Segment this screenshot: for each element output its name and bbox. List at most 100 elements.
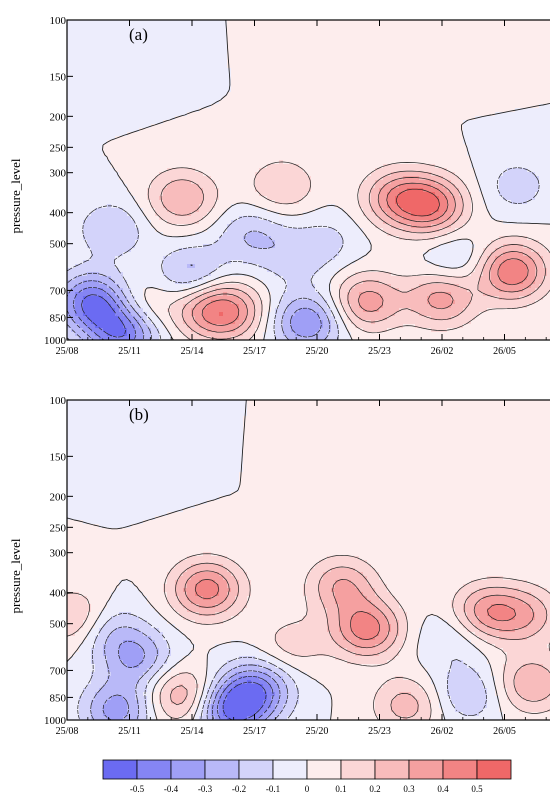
field-cell xyxy=(363,36,368,41)
field-cell xyxy=(91,136,96,141)
field-cell xyxy=(283,120,288,125)
field-cell xyxy=(387,28,392,33)
field-cell xyxy=(519,64,524,69)
field-cell xyxy=(155,24,160,29)
field-cell xyxy=(355,28,360,33)
field-cell xyxy=(71,100,76,105)
field-cell xyxy=(387,44,392,49)
field-cell xyxy=(115,168,120,173)
field-cell xyxy=(459,140,464,145)
field-cell xyxy=(291,84,296,89)
field-cell xyxy=(463,172,468,177)
field-cell xyxy=(139,148,144,153)
field-cell xyxy=(115,92,120,97)
field-cell xyxy=(303,160,308,165)
field-cell xyxy=(407,128,412,133)
field-cell xyxy=(387,56,392,61)
field-cell xyxy=(311,108,316,113)
field-cell xyxy=(431,112,436,117)
field-cell xyxy=(267,80,272,85)
field-cell xyxy=(67,60,72,65)
field-cell xyxy=(283,28,288,33)
field-cell xyxy=(359,128,364,133)
field-cell xyxy=(371,64,376,69)
field-cell xyxy=(123,112,128,117)
field-cell xyxy=(163,28,168,33)
field-cell xyxy=(79,52,84,57)
field-cell xyxy=(271,160,276,165)
field-cell xyxy=(151,72,156,77)
field-cell xyxy=(511,172,516,177)
field-cell xyxy=(211,148,216,153)
field-cell xyxy=(271,40,276,45)
field-cell xyxy=(287,32,292,37)
field-cell xyxy=(331,128,336,133)
field-cell xyxy=(387,60,392,65)
field-cell xyxy=(511,124,516,129)
field-cell xyxy=(131,120,136,125)
field-cell xyxy=(399,156,404,161)
field-cell xyxy=(111,80,116,85)
field-cell xyxy=(499,104,504,109)
field-cell xyxy=(399,96,404,101)
field-cell xyxy=(71,52,76,57)
field-cell xyxy=(255,132,260,137)
field-cell xyxy=(235,124,240,129)
field-cell xyxy=(171,128,176,133)
field-cell xyxy=(539,128,544,133)
field-cell xyxy=(459,44,464,49)
field-cell xyxy=(87,100,92,105)
field-cell xyxy=(387,92,392,97)
field-cell xyxy=(431,148,436,153)
field-cell xyxy=(191,96,196,101)
field-cell xyxy=(171,136,176,141)
field-cell xyxy=(523,128,528,133)
field-cell xyxy=(423,56,428,61)
field-cell xyxy=(335,28,340,33)
field-cell xyxy=(99,124,104,129)
field-cell xyxy=(283,84,288,89)
field-cell xyxy=(171,176,176,181)
field-cell xyxy=(243,176,248,181)
field-cell xyxy=(227,128,232,133)
field-cell xyxy=(499,160,504,165)
field-cell xyxy=(187,104,192,109)
field-cell xyxy=(271,148,276,153)
field-cell xyxy=(463,136,468,141)
field-cell xyxy=(463,168,468,173)
field-cell xyxy=(275,56,280,61)
field-cell xyxy=(383,148,388,153)
field-cell xyxy=(487,164,492,169)
field-cell xyxy=(275,128,280,133)
field-cell xyxy=(99,36,104,41)
field-cell xyxy=(143,40,148,45)
field-cell xyxy=(379,108,384,113)
field-cell xyxy=(83,56,88,61)
field-cell xyxy=(107,32,112,37)
field-cell xyxy=(379,80,384,85)
field-cell xyxy=(75,60,80,65)
field-cell xyxy=(547,120,550,125)
field-cell xyxy=(451,36,456,41)
field-cell xyxy=(219,132,224,137)
field-cell xyxy=(271,132,276,137)
field-cell xyxy=(259,28,264,33)
field-cell xyxy=(187,140,192,145)
field-cell xyxy=(423,152,428,157)
field-cell xyxy=(287,140,292,145)
field-cell xyxy=(175,36,180,41)
field-cell xyxy=(295,32,300,37)
field-cell xyxy=(363,92,368,97)
field-cell xyxy=(503,72,508,77)
field-cell xyxy=(491,160,496,165)
field-cell xyxy=(87,120,92,125)
field-cell xyxy=(247,132,252,137)
field-cell xyxy=(195,172,200,177)
field-cell xyxy=(527,92,532,97)
field-cell xyxy=(407,116,412,121)
field-cell xyxy=(367,56,372,61)
field-cell xyxy=(279,24,284,29)
field-cell xyxy=(247,20,252,25)
field-cell xyxy=(467,132,472,137)
field-cell xyxy=(511,148,516,153)
